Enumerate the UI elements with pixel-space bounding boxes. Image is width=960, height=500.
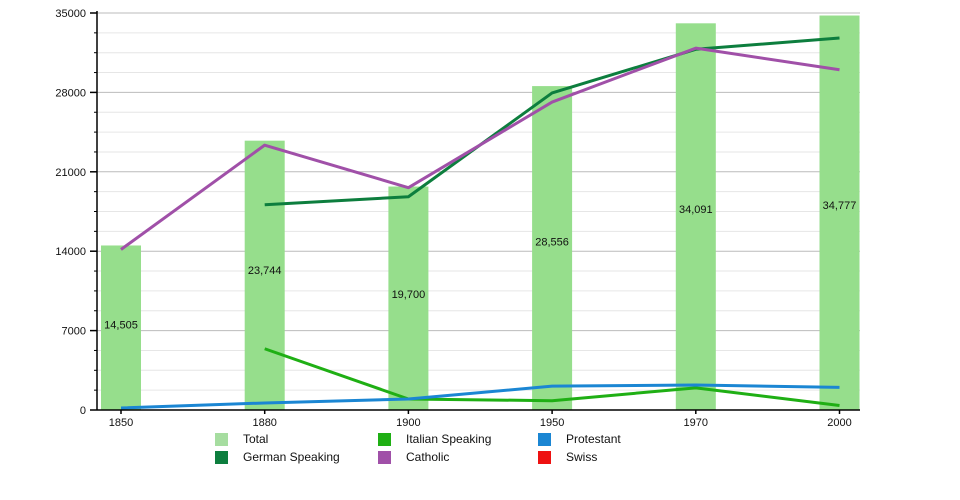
line-protestant (120, 383, 840, 410)
legend-label-swiss: Swiss (566, 450, 598, 464)
bar-value-label: 23,744 (248, 265, 282, 277)
y-tick-label: 14000 (55, 246, 86, 258)
bar-value-label: 28,556 (535, 237, 569, 249)
legend-label-total: Total (243, 432, 269, 446)
line-catholic (120, 46, 840, 251)
x-tick-label-2000: 2000 (827, 417, 851, 429)
y-tick-label: 0 (80, 405, 86, 417)
legend-item-german-speaking: German Speaking (215, 448, 378, 466)
x-tick-label-1850: 1850 (109, 417, 133, 429)
swiss-swatch (538, 450, 551, 464)
total-bar-1880 (244, 140, 285, 410)
italian-speaking-swatch (378, 432, 391, 446)
legend-column-2: Italian Speaking Catholic (378, 430, 538, 466)
legend-column-3: Protestant Swiss (538, 430, 621, 466)
total-bar-1900 (388, 186, 429, 410)
legend-label-italian-speaking: Italian Speaking (406, 432, 492, 446)
protestant-swatch (538, 432, 551, 446)
legend-label-protestant: Protestant (566, 432, 621, 446)
total-bar-2000 (819, 15, 860, 411)
bar-value-label: 34,091 (679, 204, 713, 216)
legend-label-catholic: Catholic (406, 450, 450, 464)
x-tick-label-1970: 1970 (684, 417, 708, 429)
german-speaking-swatch (215, 450, 228, 464)
bar-value-label: 19,700 (392, 289, 426, 301)
y-tick-label: 7000 (62, 326, 86, 338)
x-tick-label-1900: 1900 (396, 417, 420, 429)
legend-item-total: Total (215, 430, 378, 448)
bar-value-label: 34,777 (823, 200, 857, 212)
line-german-speaking (264, 36, 840, 207)
legend-item-italian-speaking: Italian Speaking (378, 430, 538, 448)
legend-column-1: Total German Speaking (215, 430, 378, 466)
legend-item-protestant: Protestant (538, 430, 621, 448)
total-bar-1970 (675, 23, 716, 410)
legend-label-german-speaking: German Speaking (243, 450, 340, 464)
catholic-swatch (378, 450, 391, 464)
total-bar-1950 (532, 86, 573, 410)
legend-item-swiss: Swiss (538, 448, 621, 466)
x-tick-label-1880: 1880 (252, 417, 276, 429)
total-bar-1850 (101, 245, 141, 410)
y-tick-label: 21000 (55, 167, 86, 179)
total-swatch (215, 432, 228, 446)
line-italian-speaking (264, 347, 840, 407)
y-tick-label: 35000 (55, 8, 86, 20)
bar-value-label: 14,505 (104, 319, 138, 331)
x-tick-label-1950: 1950 (540, 417, 564, 429)
legend-item-catholic: Catholic (378, 448, 538, 466)
chart-legend: Total German Speaking Italian Speaking C… (215, 430, 621, 466)
y-tick-label: 28000 (55, 87, 86, 99)
